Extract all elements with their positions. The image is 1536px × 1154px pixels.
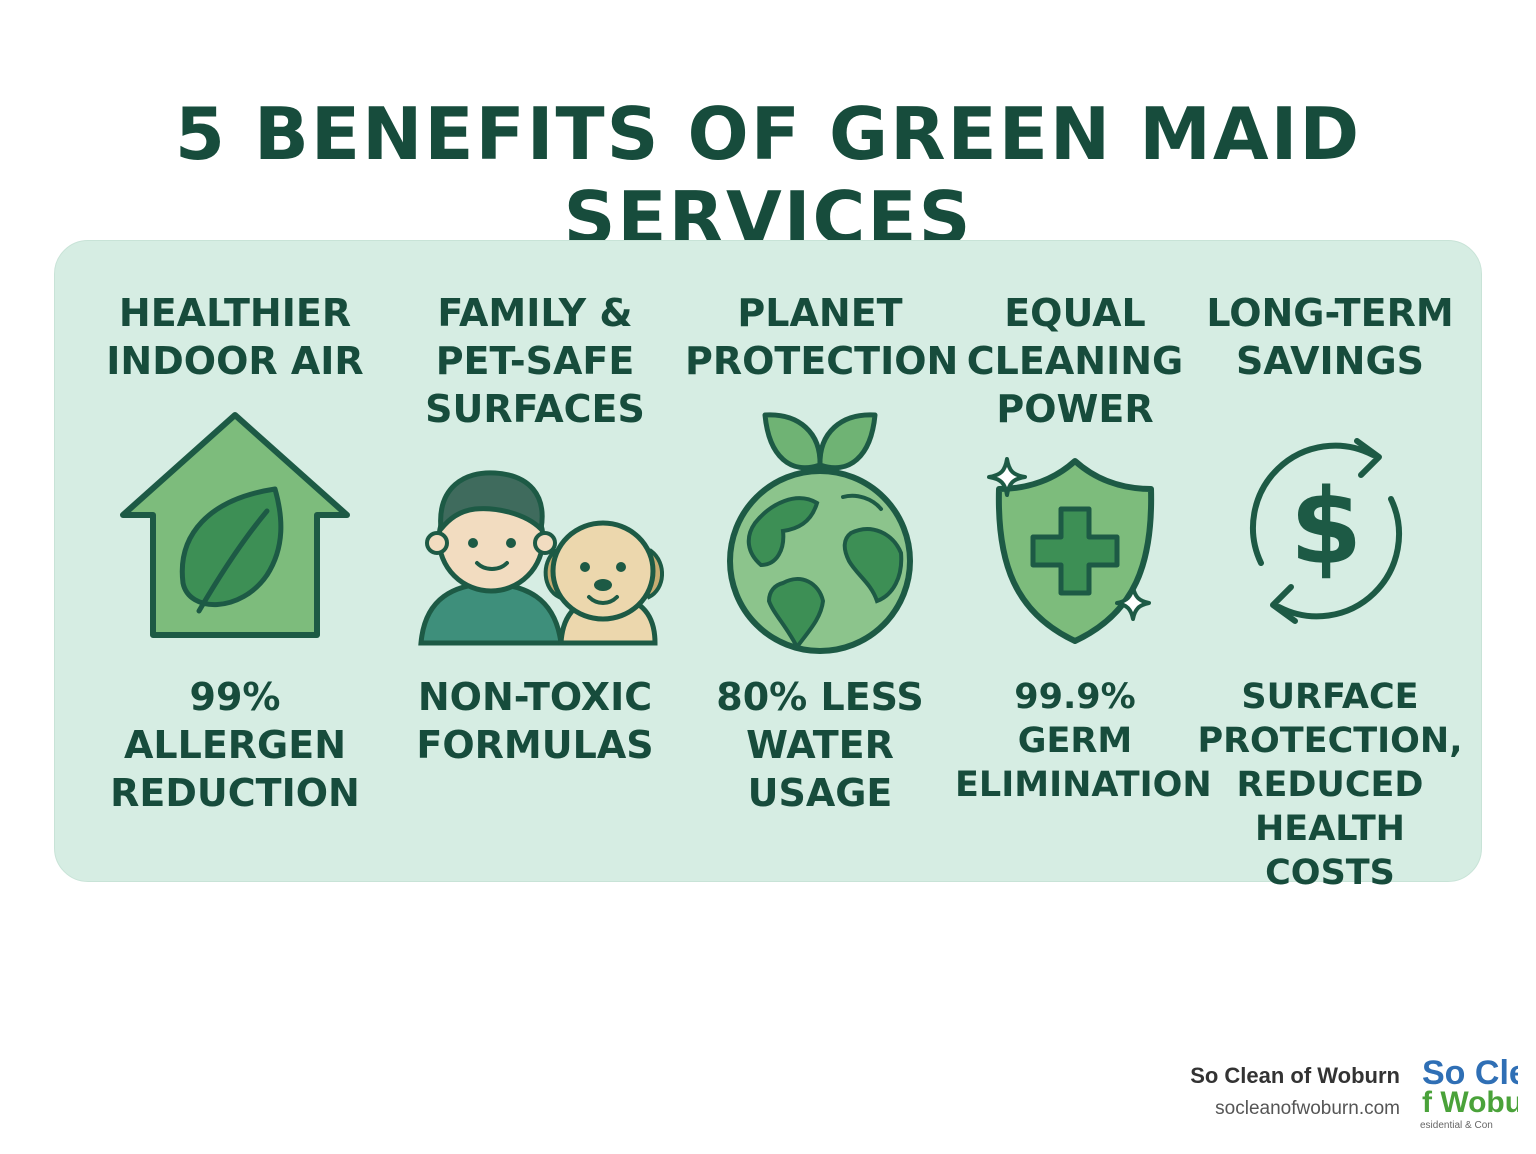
logo-text-top: So Cle — [1422, 1054, 1518, 1092]
benefit-heading: EQUAL CLEANING POWER — [966, 291, 1184, 431]
benefit-healthier-air: HEALTHIER INDOOR AIR 99% ALLERGEN REDUCT… — [105, 241, 365, 881]
footer-company-name: So Clean of Woburn — [1190, 1063, 1400, 1088]
child-and-dog-icon — [418, 470, 664, 646]
benefit-family-pet-safe: FAMILY & PET-SAFE SURFACES NON-TOXIC FO — [395, 241, 675, 881]
svg-text:$: $ — [1290, 466, 1362, 588]
footer-url[interactable]: socleanofwoburn.com — [1215, 1098, 1400, 1119]
dollar-cycle-icon: $ — [1249, 438, 1403, 624]
benefit-planet-protection: PLANET PROTECTION 80% LESS WATER USAGE — [685, 241, 959, 881]
shield-cross-icon — [987, 457, 1155, 644]
page-title: 5 BENEFITS OF GREEN MAID SERVICES — [174, 92, 1362, 260]
benefit-stat: 99% ALLERGEN REDUCTION — [110, 675, 360, 815]
house-leaf-icon — [120, 412, 350, 638]
benefits-panel: HEALTHIER INDOOR AIR 99% ALLERGEN REDUCT… — [54, 240, 1482, 893]
benefit-stat: NON-TOXIC FORMULAS — [416, 675, 654, 767]
company-logo: So Cle f Wobu esidential & Con — [1418, 1050, 1518, 1134]
benefit-heading: HEALTHIER INDOOR AIR — [106, 291, 364, 383]
benefit-heading: PLANET PROTECTION — [685, 291, 959, 383]
benefit-equal-cleaning-power: EQUAL CLEANING POWER 99.9% GERM ELIMINAT… — [955, 241, 1212, 881]
benefit-long-term-savings: LONG-TERM SAVINGS $ SURFACE PROTECTION, … — [1195, 241, 1465, 893]
globe-sprout-icon — [727, 412, 913, 654]
benefit-heading: LONG-TERM SAVINGS — [1206, 291, 1454, 383]
benefit-stat: 99.9% GERM ELIMINATION — [955, 677, 1212, 805]
benefit-heading: FAMILY & PET-SAFE SURFACES — [425, 291, 645, 431]
benefit-stat: SURFACE PROTECTION, REDUCED HEALTH COSTS — [1197, 677, 1463, 893]
logo-text-mid: f Wobu — [1422, 1086, 1518, 1119]
logo-text-bottom: esidential & Con — [1420, 1120, 1493, 1131]
benefit-stat: 80% LESS WATER USAGE — [716, 675, 924, 815]
